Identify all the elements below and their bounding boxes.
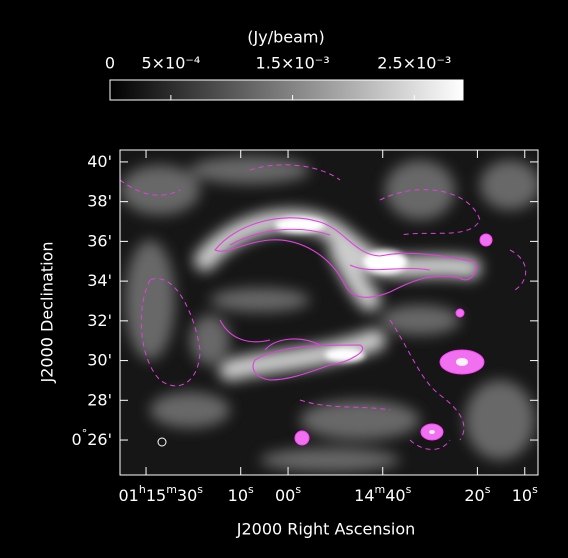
y-tick-label: 36' — [87, 231, 112, 250]
colorbar-tick-label: 0 — [105, 54, 115, 73]
y-tick-label: 30' — [87, 350, 112, 369]
x-tick-label: 01h15m30s — [118, 483, 203, 505]
x-axis-label: J2000 Right Ascension — [236, 520, 416, 539]
y-axis-label: J2000 Declination — [38, 242, 57, 384]
y-tick-label: 32' — [87, 310, 112, 329]
x-tick-label: 10s — [512, 483, 538, 505]
y-tick-label: 28' — [87, 390, 112, 409]
y-tick-label: 34' — [87, 271, 112, 290]
y-tick-label: 38' — [87, 191, 112, 210]
x-tick-label: 10s — [228, 483, 254, 505]
y-tick-label: 40' — [87, 151, 112, 170]
map-image — [120, 150, 538, 475]
y-tick-label: 0°26' — [72, 427, 112, 449]
colorbar-tick-label: 2.5×10⁻³ — [377, 54, 451, 73]
colorbar-title: (Jy/beam) — [247, 28, 324, 47]
x-tick-label: 20s — [464, 483, 490, 505]
x-tick-label: 00s — [275, 483, 301, 505]
plot-frame — [119, 149, 539, 476]
colorbar — [109, 79, 464, 101]
colorbar-tick-label: 1.5×10⁻³ — [256, 54, 330, 73]
colorbar-ticks: 0 5×10⁻⁴ 1.5×10⁻³ 2.5×10⁻³ — [105, 54, 451, 100]
axes: 01h15m30s 10s 00s 14m40s 20s 10s 40' 38' 36' 34' 3… — [72, 150, 538, 505]
x-tick-label: 14m40s — [354, 483, 411, 505]
beam — [157, 437, 167, 447]
colorbar-tick-label: 5×10⁻⁴ — [141, 54, 200, 73]
